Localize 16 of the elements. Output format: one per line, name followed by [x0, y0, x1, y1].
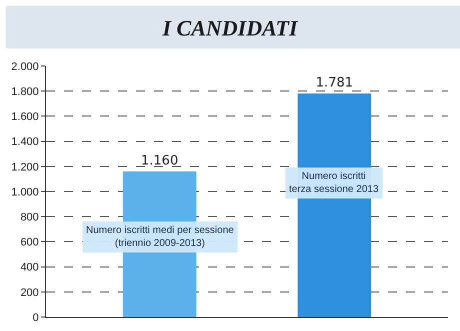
data-label: 1.160	[140, 153, 178, 168]
y-tick-label: 2.000	[11, 60, 39, 73]
y-tick-label: 200	[20, 286, 39, 299]
y-tick-label: 400	[20, 262, 39, 274]
y-tick-label: 1.800	[11, 86, 39, 98]
y-tick-label: 600	[20, 236, 39, 249]
y-tick-label: 1.600	[11, 111, 39, 124]
annotation: Numero iscritti terza sessione 2013	[289, 171, 379, 195]
y-tick-label: 0	[32, 312, 39, 324]
y-tick-label: 800	[20, 211, 39, 224]
annotation: Numero iscritti medi per sessione (triennio 2009-2013)	[86, 225, 234, 249]
y-tick-label: 1.200	[11, 161, 39, 174]
data-label: 1.781	[316, 75, 354, 90]
y-tick-label: 1.400	[11, 136, 39, 148]
chart-title: I CANDIDATI	[161, 15, 299, 40]
y-tick-label: 1.000	[11, 186, 39, 198]
